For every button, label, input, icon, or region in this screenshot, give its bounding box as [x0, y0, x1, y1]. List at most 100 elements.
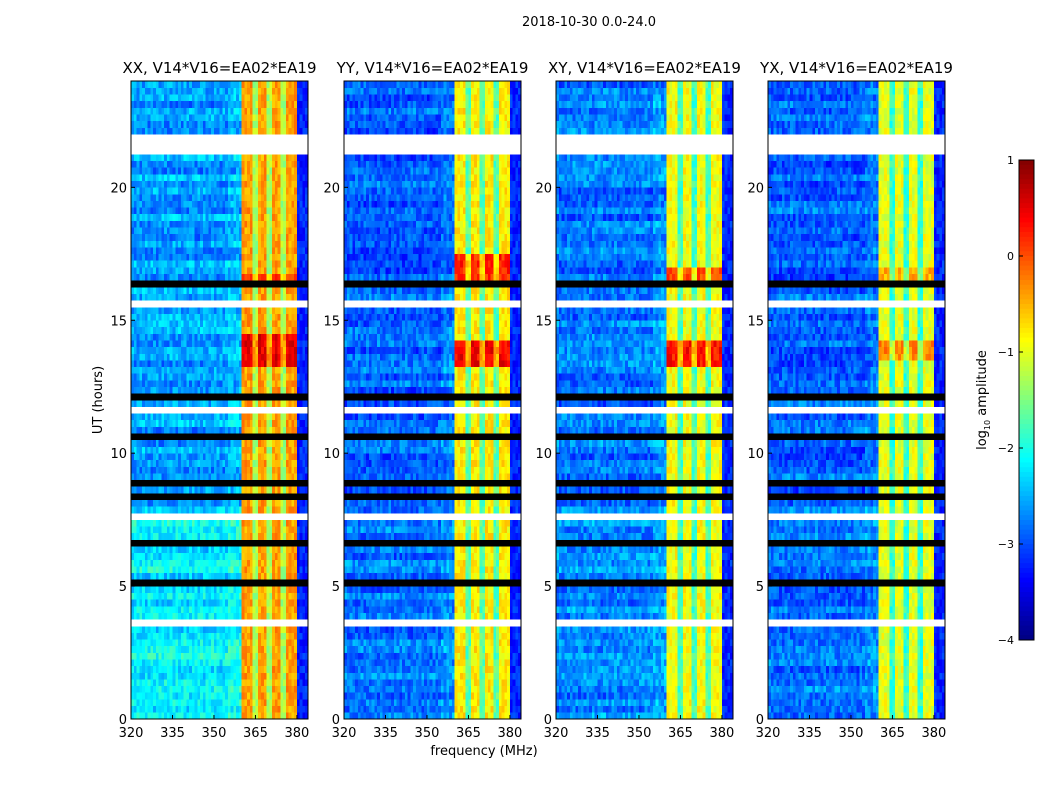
heatmap-cell — [242, 174, 245, 181]
heatmap-cell — [253, 287, 256, 294]
heatmap-cell — [211, 380, 214, 387]
heatmap-cell — [217, 626, 220, 633]
heatmap-cell — [236, 613, 239, 620]
heatmap-cell — [253, 181, 256, 188]
heatmap-cell — [161, 533, 164, 540]
heatmap-cell — [186, 447, 189, 454]
heatmap-cell — [220, 181, 223, 188]
heatmap-cell — [269, 167, 272, 174]
heatmap-cell — [302, 221, 305, 228]
heatmap-cell — [261, 712, 264, 719]
heatmap-cell — [134, 340, 137, 347]
heatmap-cell — [275, 320, 278, 327]
heatmap-cell — [178, 400, 181, 407]
heatmap-cell — [167, 340, 170, 347]
flagged-row — [131, 579, 308, 586]
heatmap-cell — [258, 287, 261, 294]
heatmap-cell — [255, 154, 258, 161]
heatmap-cell — [145, 114, 148, 121]
heatmap-cell — [289, 267, 292, 274]
heatmap-cell — [203, 128, 206, 135]
heatmap-cell — [197, 121, 200, 128]
heatmap-cell — [167, 659, 170, 666]
heatmap-cell — [253, 706, 256, 713]
heatmap-cell — [244, 692, 247, 699]
heatmap-cell — [137, 161, 140, 168]
heatmap-cell — [139, 473, 142, 480]
heatmap-cell — [297, 599, 300, 606]
heatmap-cells — [131, 81, 308, 719]
heatmap-cell — [247, 254, 250, 261]
heatmap-cell — [244, 201, 247, 208]
heatmap-cell — [203, 413, 206, 420]
heatmap-cell — [200, 241, 203, 248]
heatmap-cell — [255, 506, 258, 513]
heatmap-cell — [278, 639, 281, 646]
heatmap-cell — [189, 712, 192, 719]
heatmap-cell — [197, 234, 200, 241]
heatmap-cell — [222, 221, 225, 228]
heatmap-cell — [170, 334, 173, 341]
heatmap-cell — [220, 440, 223, 447]
heatmap-cell — [161, 154, 164, 161]
heatmap-cell — [203, 314, 206, 321]
heatmap-cell — [244, 234, 247, 241]
heatmap-cell — [195, 227, 198, 234]
heatmap-cell — [192, 274, 195, 281]
heatmap-cell — [206, 666, 209, 673]
heatmap-cell — [283, 553, 286, 560]
heatmap-cell — [300, 506, 303, 513]
heatmap-cell — [175, 453, 178, 460]
heatmap-cell — [164, 400, 167, 407]
heatmap-cell — [272, 526, 275, 533]
heatmap-cell — [153, 267, 156, 274]
heatmap-cell — [211, 254, 214, 261]
heatmap-cell — [225, 626, 228, 633]
heatmap-cell — [206, 606, 209, 613]
heatmap-cell — [242, 167, 245, 174]
heatmap-cell — [289, 221, 292, 228]
heatmap-cell — [294, 234, 297, 241]
heatmap-cell — [145, 260, 148, 267]
heatmap-cell — [267, 161, 270, 168]
heatmap-cell — [189, 347, 192, 354]
heatmap-cell — [294, 447, 297, 454]
heatmap-cell — [161, 380, 164, 387]
heatmap-cell — [289, 174, 292, 181]
heatmap-cell — [228, 294, 231, 301]
heatmap-cell — [289, 161, 292, 168]
heatmap-cell — [214, 108, 217, 115]
heatmap-cell — [294, 639, 297, 646]
heatmap-cell — [289, 327, 292, 334]
heatmap-cell — [253, 194, 256, 201]
heatmap-cell — [175, 380, 178, 387]
heatmap-cell — [286, 287, 289, 294]
heatmap-cell — [142, 353, 145, 360]
heatmap-cell — [139, 679, 142, 686]
heatmap-cell — [236, 174, 239, 181]
heatmap-cell — [175, 460, 178, 467]
heatmap-cell — [178, 546, 181, 553]
heatmap-cell — [164, 201, 167, 208]
heatmap-cell — [192, 247, 195, 254]
heatmap-cell — [200, 387, 203, 394]
heatmap-cell — [286, 294, 289, 301]
heatmap-cell — [217, 247, 220, 254]
heatmap-cell — [175, 400, 178, 407]
heatmap-cell — [272, 646, 275, 653]
heatmap-cell — [228, 360, 231, 367]
heatmap-cell — [250, 440, 253, 447]
heatmap-cell — [231, 626, 234, 633]
heatmap-cell — [164, 500, 167, 507]
heatmap-cell — [184, 613, 187, 620]
heatmap-cell — [264, 659, 267, 666]
heatmap-cell — [242, 546, 245, 553]
heatmap-cell — [192, 340, 195, 347]
heatmap-cell — [236, 221, 239, 228]
heatmap-cell — [231, 274, 234, 281]
heatmap-cell — [233, 486, 236, 493]
heatmap-cell — [214, 214, 217, 221]
heatmap-cell — [278, 187, 281, 194]
heatmap-cell — [164, 613, 167, 620]
heatmap-cell — [145, 400, 148, 407]
